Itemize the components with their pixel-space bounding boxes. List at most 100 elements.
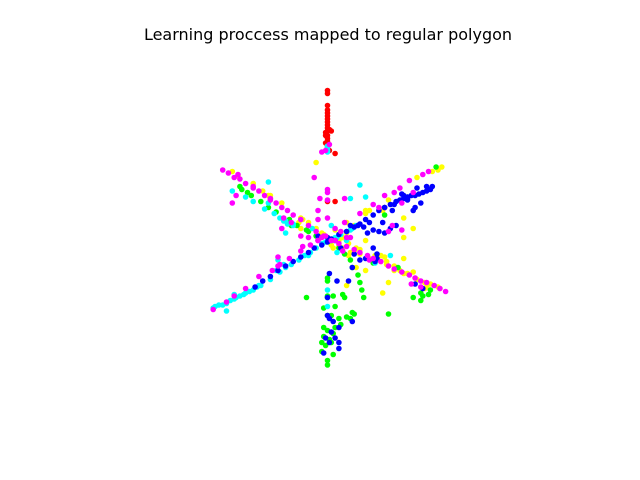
scatter-point-s3-p36: [261, 206, 268, 212]
scatter-point-s5-p66: [275, 254, 281, 260]
scatter-point-s5-p43: [341, 219, 348, 226]
scatter-point-s4-p13: [370, 212, 377, 218]
scatter-point-s5-p14: [305, 222, 312, 229]
scatter-point-s4-p42: [376, 228, 382, 235]
scatter-point-s4-p58: [326, 339, 333, 346]
scatter-point-s2-p33: [347, 257, 354, 263]
scatter-point-s1-p34: [298, 225, 304, 232]
scatter-point-s4-p65: [347, 222, 354, 229]
scatter-point-s1-p71: [410, 269, 417, 275]
scatter-point-s1-p5: [279, 200, 285, 206]
scatter-point-s5-p62: [279, 225, 285, 232]
scatter-point-s5-p29: [412, 275, 418, 281]
scatter-point-s5-p52: [256, 273, 262, 280]
scatter-point-s3-p38: [242, 194, 249, 200]
scatter-point-s4-p17: [343, 228, 350, 235]
scatter-point-s4-p46: [370, 245, 377, 251]
scatter-point-s5-p64: [338, 228, 344, 235]
scatter-point-s4-p37: [379, 219, 386, 226]
scatter-point-s4-p74: [351, 251, 358, 257]
scatter-point-s5-p40: [381, 192, 388, 199]
scatter-point-s5-p97: [324, 189, 331, 196]
scatter-point-s4-p85: [328, 329, 335, 335]
scatter-point-s4-p30: [252, 284, 258, 290]
scatter-point-s2-p50: [330, 293, 337, 299]
scatter-point-s5-p34: [442, 288, 449, 295]
scatter-point-s4-p14: [362, 216, 369, 223]
scatter-point-s5-p79: [339, 248, 346, 254]
scatter-point-s5-p71: [317, 195, 323, 202]
scatter-point-s4-p24: [298, 254, 304, 260]
scatter-point-s4-p23: [305, 249, 312, 256]
scatter-point-s5-p25: [385, 263, 392, 269]
scatter-point-s4-p39: [364, 230, 371, 236]
scatter-point-s2-p28: [359, 287, 365, 293]
scatter-point-s2-p3: [330, 351, 337, 358]
scatter-point-s5-p86: [418, 284, 424, 290]
scatter-point-s5-p22: [364, 252, 371, 259]
scatter-point-s5-p59: [235, 171, 241, 178]
scatter-point-s5-p93: [324, 215, 331, 221]
scatter-point-s5-p55: [223, 299, 230, 305]
scatter-point-s4-p62: [345, 278, 352, 284]
scatter-point-s5-p35: [425, 168, 432, 175]
scatter-point-s1-p59: [362, 237, 369, 244]
scatter-point-s3-p55: [362, 194, 369, 200]
scatter-point-s5-p49: [286, 255, 293, 262]
scatter-point-s2-p55: [418, 297, 424, 304]
scatter-point-s4-p53: [324, 294, 331, 301]
scatter-point-s2-p11: [320, 324, 327, 331]
scatter-point-s5-p70: [315, 207, 321, 214]
scatter-point-s3-p63: [334, 249, 340, 256]
scatter-point-s5-p92: [319, 149, 325, 155]
scatter-point-s4-p63: [349, 318, 356, 325]
scatter-point-s3-p43: [223, 308, 230, 314]
scatter-point-s5-p24: [378, 258, 384, 265]
scatter-point-s1-p42: [385, 279, 392, 286]
scatter-point-s4-p82: [429, 183, 436, 190]
scatter-point-s4-p72: [399, 191, 405, 197]
scatter-point-s4-p36: [389, 207, 396, 214]
scatter-point-s5-p11: [284, 207, 291, 214]
scatter-point-s5-p96: [324, 197, 331, 203]
scatter-point-s5-p67: [280, 215, 287, 221]
scatter-point-s3-p64: [328, 222, 335, 229]
scatter-point-s2-p44: [239, 186, 245, 193]
scatter-point-s5-p33: [437, 285, 443, 292]
scatter-point-s4-p26: [282, 263, 289, 269]
scatter-point-s4-p40: [360, 224, 367, 230]
scatter-point-s4-p60: [336, 345, 342, 352]
scatter-point-s5-p88: [315, 237, 321, 244]
scatter-point-s0-p20: [332, 150, 338, 157]
scatter-point-s2-p30: [357, 279, 363, 286]
scatter-point-s2-p4: [322, 342, 329, 349]
chart-title: Learning proccess mapped to regular poly…: [144, 25, 512, 44]
scatter-point-s5-p19: [343, 243, 350, 250]
scatter-point-s4-p61: [320, 350, 327, 356]
scatter-point-s5-p53: [242, 285, 249, 292]
scatter-point-s3-p56: [324, 287, 331, 293]
scatter-point-s5-p60: [250, 183, 256, 190]
scatter-point-s5-p51: [269, 267, 276, 274]
scatter-point-s3-p39: [229, 188, 236, 194]
scatter-point-s5-p82: [366, 257, 373, 263]
scatter-point-s5-p21: [357, 249, 363, 256]
scatter-point-s4-p56: [322, 335, 329, 341]
scatter-point-s1-p35: [379, 290, 386, 296]
scatter-point-s0-p22: [332, 198, 338, 205]
scatter-point-s5-p58: [233, 192, 239, 199]
scatter-point-s4-p83: [324, 312, 331, 319]
scatter-point-s1-p17: [439, 164, 445, 170]
scatter-point-s5-p84: [399, 200, 405, 206]
scatter-point-s0-p2: [324, 102, 331, 109]
scatter-point-s5-p42: [357, 210, 363, 217]
scatter-point-s4-p22: [311, 245, 318, 251]
scatter-point-s1-p60: [343, 282, 350, 289]
scatter-point-s2-p25: [324, 275, 331, 281]
scatter-point-s5-p74: [298, 233, 304, 239]
scatter-point-s5-p38: [397, 185, 403, 191]
scatter-point-s4-p57: [332, 335, 338, 341]
scatter-point-s1-p65: [362, 210, 369, 217]
scatter-point-s5-p48: [298, 248, 304, 254]
